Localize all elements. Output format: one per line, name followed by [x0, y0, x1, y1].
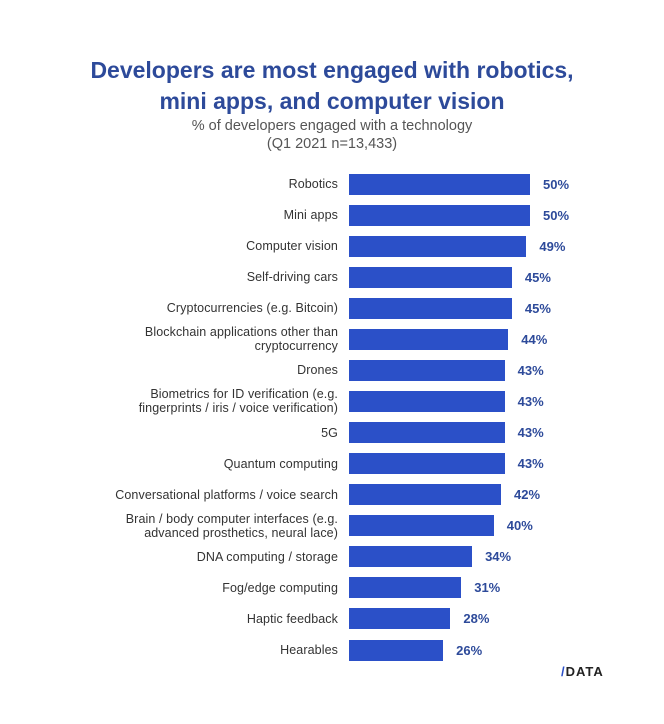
bar-row: Self-driving cars 45% [0, 262, 664, 293]
subtitle-line: (Q1 2021 n=13,433) [266, 136, 398, 152]
value-label: 34% [485, 549, 512, 565]
bar [349, 639, 444, 661]
bar [349, 297, 512, 319]
bar [349, 266, 512, 288]
category-label: Hearables [280, 635, 338, 666]
bar-row: Hearables 26% [0, 635, 664, 666]
category-label: Fog/edge computing [222, 572, 338, 603]
category-label-line: Haptic feedback [246, 611, 338, 626]
subtitle-line: % of developers engaged with a technolog… [191, 118, 473, 134]
bar [349, 359, 505, 381]
category-label: Conversational platforms / voice search [115, 479, 338, 510]
bar-row: Quantum computing 43% [0, 448, 664, 479]
data-logo: /DATA [561, 664, 604, 679]
bar [349, 328, 509, 350]
value-label: 43% [517, 425, 544, 441]
chart-title: Developers are most engaged with robotic… [90, 57, 574, 114]
category-label-line: Fog/edge computing [222, 580, 338, 595]
bar [349, 235, 527, 257]
category-label-line: Mini apps [283, 208, 338, 223]
category-label: Cryptocurrencies (e.g. Bitcoin) [167, 293, 338, 324]
category-label: Quantum computing [224, 448, 338, 479]
bar [349, 546, 473, 568]
bar [349, 608, 451, 630]
bar-row: Conversational platforms / voice search 4… [0, 479, 664, 510]
value-label: 43% [517, 362, 544, 378]
category-label-line: Hearables [280, 643, 338, 658]
bar [349, 453, 505, 475]
value-label: 45% [524, 269, 551, 285]
category-label-line: Biometrics for ID verification (e.g. [150, 387, 338, 402]
category-label: DNA computing / storage [197, 541, 338, 572]
category-label: Blockchain applications other than crypto… [145, 324, 338, 355]
value-label: 49% [539, 238, 566, 254]
bar [349, 484, 502, 506]
category-label-line: DNA computing / storage [196, 549, 338, 564]
bar-row: Brain / body computer interfaces (e.g. ad… [0, 510, 664, 541]
category-label: Robotics [289, 169, 338, 200]
value-label: 44% [521, 331, 548, 347]
category-label: Self-driving cars [247, 262, 338, 293]
category-label-line: Computer vision [246, 239, 338, 254]
category-label-line: Robotics [288, 177, 338, 191]
bar-row: Blockchain applications other than crypto… [0, 324, 664, 355]
value-label: 43% [517, 393, 544, 409]
category-label-line: advanced prosthetics, neural lace) [144, 525, 338, 540]
bar-row: DNA computing / storage 34% [0, 541, 664, 572]
chart-header: Developers are most engaged with robotic… [0, 55, 664, 153]
category-label: 5G [321, 417, 338, 448]
bar-row: Fog/edge computing 31% [0, 572, 664, 603]
bar [349, 577, 462, 599]
value-label: 40% [506, 518, 533, 534]
logo-text: DATA [565, 664, 604, 679]
category-label-line: Blockchain applications other than [144, 325, 338, 340]
category-label-line: Self-driving cars [246, 270, 338, 285]
bar-row: Biometrics for ID verification (e.g. fing… [0, 386, 664, 417]
chart-card [8, 8, 656, 716]
bar-row: Drones 43% [0, 355, 664, 386]
value-label: 45% [524, 300, 551, 316]
category-label-line: Drones [297, 363, 338, 378]
category-label: Haptic feedback [247, 603, 338, 634]
bar-row: Cryptocurrencies (e.g. Bitcoin) 45% [0, 293, 664, 324]
value-label: 43% [517, 456, 544, 472]
value-label: 50% [543, 207, 570, 223]
category-label-line: Conversational platforms / voice search [115, 487, 338, 502]
category-label-line: Quantum computing [223, 456, 338, 471]
bar-row: Computer vision 49% [0, 231, 664, 262]
category-label-line: Cryptocurrencies (e.g. Bitcoin) [166, 301, 338, 316]
category-label-line: fingerprints / iris / voice verification… [138, 401, 338, 416]
value-label: 42% [514, 487, 541, 503]
bar [349, 515, 494, 537]
bar [349, 173, 530, 195]
bar-row: Haptic feedback 28% [0, 603, 664, 634]
category-label: Brain / body computer interfaces (e.g. ad… [126, 510, 338, 541]
category-label-line: Brain / body computer interfaces (e.g. [125, 511, 338, 526]
category-label: Mini apps [284, 200, 338, 231]
value-label: 31% [474, 580, 501, 596]
bar [349, 422, 505, 444]
category-label: Computer vision [246, 231, 338, 262]
value-label: 28% [463, 611, 490, 627]
category-label-line: 5G [321, 425, 338, 440]
bar-row: Robotics 50% [0, 169, 664, 200]
bar-row: Mini apps 50% [0, 200, 664, 231]
logo-slash: / [561, 664, 566, 679]
value-label: 50% [543, 176, 570, 192]
bar-row: 5G 43% [0, 417, 664, 448]
category-label: Biometrics for ID verification (e.g. fing… [139, 386, 338, 417]
value-label: 26% [456, 642, 483, 658]
chart-subtitle: % of developers engaged with a technolog… [0, 117, 664, 153]
bar [349, 390, 505, 412]
category-label: Drones [297, 355, 338, 386]
bar [349, 204, 530, 226]
category-label-line: cryptocurrency [254, 339, 338, 354]
